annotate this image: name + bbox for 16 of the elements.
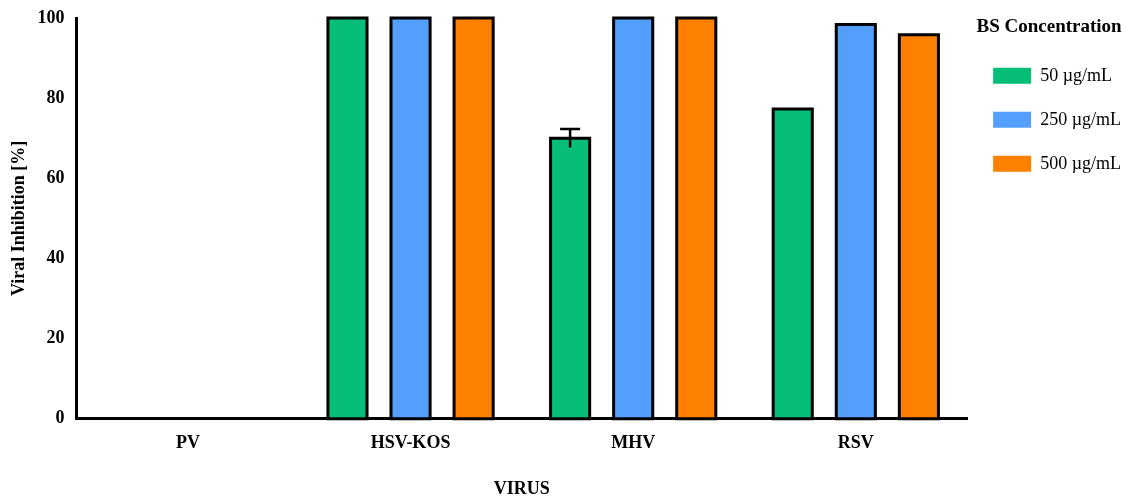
y-axis-title: Viral Inhibition [%] bbox=[8, 140, 29, 297]
x-tick-label: MHV bbox=[611, 432, 656, 453]
y-tick-label: 100 bbox=[37, 6, 65, 27]
y-tick-label: 40 bbox=[46, 247, 65, 268]
x-axis-title: VIRUS bbox=[493, 477, 550, 498]
legend-title: BS Concentration bbox=[976, 15, 1123, 37]
legend-label: 500 µg/mL bbox=[1040, 152, 1122, 173]
legend-label: 50 µg/mL bbox=[1040, 64, 1113, 85]
y-tick-label: 60 bbox=[46, 166, 65, 187]
legend-label: 250 µg/mL bbox=[1040, 108, 1122, 129]
y-tick-label: 0 bbox=[55, 407, 65, 428]
y-tick-label: 20 bbox=[46, 327, 65, 348]
x-tick-label: RSV bbox=[837, 432, 874, 453]
x-tick-label: PV bbox=[175, 432, 200, 453]
x-tick-label: HSV-KOS bbox=[370, 432, 451, 453]
y-tick-label: 80 bbox=[46, 86, 65, 107]
